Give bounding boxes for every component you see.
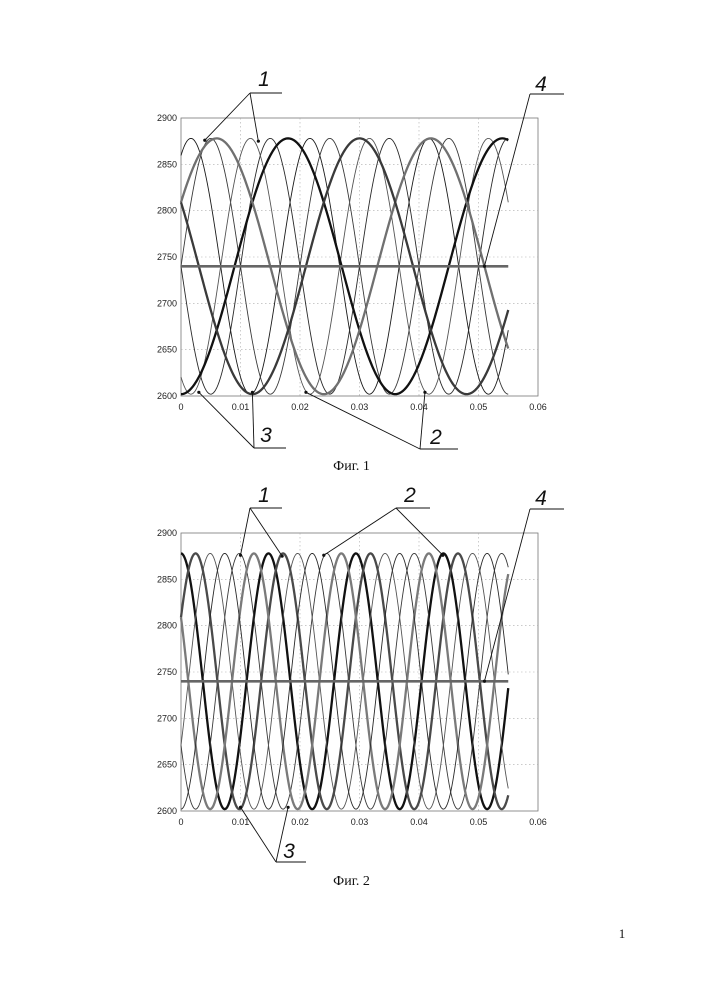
- figure-caption: Фиг. 1: [333, 459, 370, 474]
- callout-dot: [251, 391, 254, 394]
- y-tick-label: 2800: [157, 206, 177, 216]
- callout-dot: [423, 391, 426, 394]
- y-tick-label: 2600: [157, 806, 177, 816]
- x-tick-label: 0.01: [232, 817, 250, 827]
- callout-dot: [197, 391, 200, 394]
- callout-dot: [483, 265, 486, 268]
- y-tick-label: 2650: [157, 760, 177, 770]
- y-tick-label: 2700: [157, 298, 177, 308]
- y-tick-label: 2700: [157, 713, 177, 723]
- callout-label: 1: [258, 484, 270, 507]
- y-tick-label: 2850: [157, 159, 177, 169]
- x-tick-label: 0.02: [291, 402, 309, 412]
- figure-caption: Фиг. 2: [333, 874, 370, 889]
- y-tick-label: 2650: [157, 345, 177, 355]
- x-tick-label: 0: [178, 402, 183, 412]
- callout-dot: [239, 554, 242, 557]
- callout-dot: [322, 554, 325, 557]
- callout-leader: [241, 807, 277, 862]
- callout-label: 2: [429, 426, 442, 449]
- page-number: 1: [619, 926, 626, 941]
- callout-label: 3: [260, 424, 272, 447]
- callout-label: 4: [535, 487, 547, 510]
- y-tick-label: 2850: [157, 574, 177, 584]
- callout-leader: [199, 392, 254, 448]
- callout-dot: [441, 554, 444, 557]
- callout-label: 2: [403, 484, 416, 507]
- callout-dot: [257, 140, 260, 143]
- x-tick-label: 0.06: [529, 817, 547, 827]
- callout-dot: [281, 555, 284, 558]
- callout-dot: [287, 806, 290, 809]
- x-tick-label: 0.04: [410, 817, 428, 827]
- callout-label: 4: [535, 73, 547, 96]
- y-tick-label: 2750: [157, 667, 177, 677]
- y-tick-label: 2750: [157, 252, 177, 262]
- x-tick-label: 0.03: [351, 817, 369, 827]
- callout-label: 3: [283, 840, 295, 863]
- callout-dot: [483, 680, 486, 683]
- x-tick-label: 0.05: [470, 817, 488, 827]
- x-tick-label: 0.05: [470, 402, 488, 412]
- figure-2: 0 0.01 0.02 0.03 0.04 0.05 0.06 2600 2650 2700 275…: [157, 484, 564, 889]
- figure-1: 0 0.01 0.02 0.03 0.04 0.05 0.06 2600 2650 2700 275…: [157, 68, 564, 474]
- patent-figure-page: 0 0.01 0.02 0.03 0.04 0.05 0.06 2600 2650 2700 275…: [0, 0, 707, 1000]
- x-tick-label: 0.06: [529, 402, 547, 412]
- callout-leader: [252, 392, 254, 448]
- callout-dot: [203, 139, 206, 142]
- y-tick-label: 2900: [157, 528, 177, 538]
- x-tick-label: 0.01: [232, 402, 250, 412]
- x-tick-label: 0.02: [291, 817, 309, 827]
- y-tick-label: 2900: [157, 113, 177, 123]
- callout-label: 1: [258, 68, 270, 91]
- y-tick-label: 2600: [157, 391, 177, 401]
- callout-leader: [420, 392, 425, 449]
- y-tick-label: 2800: [157, 621, 177, 631]
- callout-dot: [239, 806, 242, 809]
- callout-dot: [304, 391, 307, 394]
- x-tick-label: 0.03: [351, 402, 369, 412]
- x-tick-label: 0: [178, 817, 183, 827]
- x-tick-label: 0.04: [410, 402, 428, 412]
- callout-leader: [306, 392, 420, 449]
